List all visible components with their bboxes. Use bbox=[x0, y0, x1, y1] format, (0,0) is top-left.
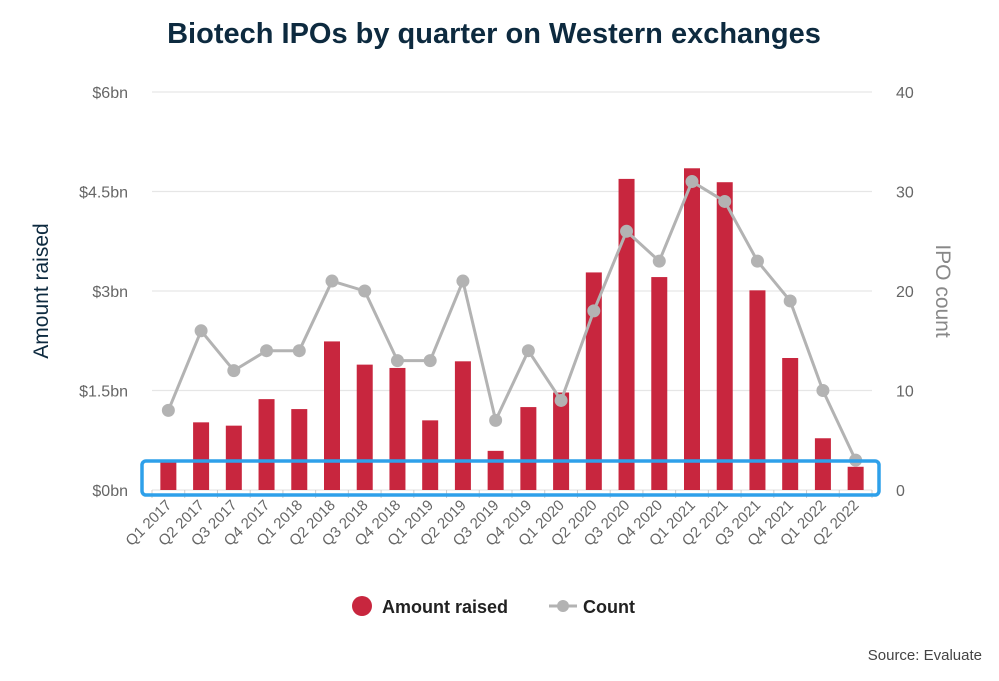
right-tick-label: 30 bbox=[896, 185, 914, 202]
bar bbox=[487, 450, 504, 490]
count-point bbox=[358, 284, 372, 298]
count-point bbox=[390, 354, 404, 368]
bar bbox=[585, 272, 602, 490]
highlight-box bbox=[140, 459, 881, 497]
count-point bbox=[161, 403, 175, 417]
bar bbox=[782, 357, 799, 490]
bar bbox=[422, 420, 439, 490]
bar bbox=[749, 290, 766, 490]
bar bbox=[291, 409, 308, 490]
bar bbox=[389, 367, 406, 490]
left-axis-ticks: $0bn $1.5bn $3bn $4.5bn $6bn bbox=[79, 85, 128, 500]
left-tick-label: $0bn bbox=[92, 483, 128, 500]
count-point bbox=[620, 224, 634, 238]
bar bbox=[225, 425, 242, 490]
count-point bbox=[554, 393, 568, 407]
bar bbox=[356, 364, 373, 490]
right-tick-label: 0 bbox=[896, 483, 905, 500]
left-tick-label: $3bn bbox=[92, 284, 128, 301]
count-point bbox=[260, 344, 274, 358]
right-tick-label: 40 bbox=[896, 85, 914, 102]
bar bbox=[258, 399, 275, 490]
bar bbox=[324, 341, 340, 490]
bar bbox=[651, 277, 668, 490]
chart-title: Biotech IPOs by quarter on Western excha… bbox=[167, 18, 821, 50]
right-tick-label: 20 bbox=[896, 284, 914, 301]
count-point bbox=[816, 384, 830, 397]
count-point bbox=[456, 274, 470, 288]
bar bbox=[684, 168, 700, 491]
count-point bbox=[587, 304, 601, 318]
bar bbox=[814, 438, 831, 490]
count-point bbox=[718, 194, 732, 208]
bar bbox=[716, 182, 733, 491]
count-point bbox=[292, 344, 306, 358]
count-point bbox=[325, 274, 339, 288]
legend-bar-label: Amount raised bbox=[382, 597, 508, 617]
count-point bbox=[783, 294, 797, 308]
bar bbox=[193, 422, 210, 490]
count-point bbox=[194, 324, 208, 338]
count-line bbox=[161, 175, 863, 467]
bar bbox=[454, 361, 471, 490]
count-point bbox=[685, 175, 699, 189]
bar bbox=[553, 392, 570, 490]
left-tick-label: $6bn bbox=[92, 85, 128, 102]
bar bbox=[618, 178, 635, 490]
left-axis-title: Amount raised bbox=[30, 223, 53, 358]
count-point bbox=[227, 364, 241, 378]
count-point bbox=[521, 344, 535, 358]
amount-raised-bars bbox=[160, 168, 864, 491]
count-point bbox=[423, 354, 437, 368]
count-point bbox=[750, 254, 764, 268]
count-polyline bbox=[166, 180, 857, 461]
legend: Amount raised Count bbox=[352, 596, 635, 617]
left-tick-label: $1.5bn bbox=[79, 384, 128, 401]
right-tick-label: 10 bbox=[896, 384, 914, 401]
bar bbox=[847, 466, 864, 490]
source-note: Source: Evaluate bbox=[868, 647, 982, 664]
count-point bbox=[652, 254, 666, 268]
legend-line-marker bbox=[557, 600, 569, 612]
right-axis-ticks: 0 10 20 30 40 bbox=[896, 85, 914, 500]
legend-line-label: Count bbox=[583, 597, 635, 617]
right-axis-title: IPO count bbox=[931, 244, 954, 338]
count-point bbox=[489, 413, 503, 427]
bar bbox=[160, 460, 177, 490]
legend-bar-swatch bbox=[352, 596, 372, 616]
left-tick-label: $4.5bn bbox=[79, 185, 128, 202]
bar bbox=[520, 407, 537, 490]
